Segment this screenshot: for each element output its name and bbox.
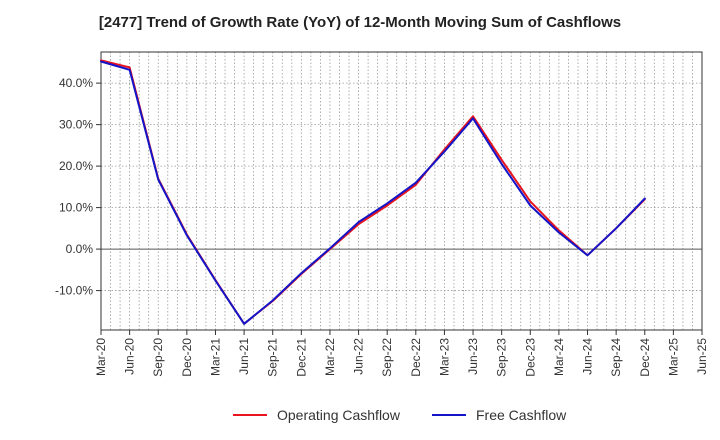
legend-label-free-cashflow: Free Cashflow: [476, 407, 567, 423]
y-tick-label: 40.0%: [59, 76, 93, 90]
plot-frame: [100, 51, 703, 331]
chart-title: [2477] Trend of Growth Rate (YoY) of 12-…: [98, 14, 622, 31]
legend-item-free-cashflow: Free Cashflow: [432, 404, 566, 426]
x-tick-label: Jun-24: [581, 338, 595, 375]
x-tick-label: Mar-20: [94, 338, 108, 376]
x-axis-ticks: Mar-20 Jun-20 Sep-20 Dec-20 Mar-21 Jun-21 Sep-…: [94, 330, 709, 377]
plot-frame-layer: [100, 51, 703, 331]
legend-item-operating-cashflow: Operating Cashflow: [233, 404, 400, 426]
x-tick-label: Sep-21: [266, 338, 280, 377]
x-tick-label: Mar-24: [552, 338, 566, 376]
x-tick-label: Dec-24: [638, 338, 652, 377]
legend-swatch-operating-cashflow: [233, 414, 267, 416]
x-tick-label: Mar-22: [323, 338, 337, 376]
x-tick-label: Mar-23: [437, 338, 451, 376]
x-tick-label: Jun-20: [123, 338, 137, 375]
grid-layer: [101, 52, 702, 330]
y-tick-label: -10.0%: [55, 284, 93, 298]
x-tick-label: Sep-23: [495, 338, 509, 377]
x-tick-label: Jun-23: [466, 338, 480, 375]
legend: Operating Cashflow Free Cashflow: [0, 404, 720, 426]
series-line-operating-cashflow: [100, 59, 646, 325]
x-tick-label: Sep-22: [380, 338, 394, 377]
x-tick-label: Jun-21: [237, 338, 251, 375]
series-layer: [100, 59, 646, 325]
y-tick-label: 20.0%: [59, 159, 93, 173]
x-tick-label: Jun-22: [352, 338, 366, 375]
y-axis-ticks: -10.0% 0.0% 10.0% 20.0% 30.0% 40.0%: [55, 76, 101, 298]
x-tick-label: Mar-25: [666, 338, 680, 376]
y-tick-label: 10.0%: [59, 201, 93, 215]
x-tick-label: Jun-25: [695, 338, 709, 375]
x-tick-label: Dec-22: [409, 338, 423, 377]
x-tick-label: Dec-23: [523, 338, 537, 377]
x-tick-label: Dec-20: [180, 338, 194, 377]
legend-swatch-free-cashflow: [432, 414, 466, 416]
x-tick-label: Mar-21: [208, 338, 222, 376]
x-tick-label: Dec-21: [294, 338, 308, 377]
x-tick-label: Sep-24: [609, 338, 623, 377]
y-tick-label: 0.0%: [66, 242, 94, 256]
series-line-free-cashflow: [100, 60, 646, 325]
x-tick-label: Sep-20: [151, 338, 165, 377]
y-tick-label: 30.0%: [59, 118, 93, 132]
legend-label-operating-cashflow: Operating Cashflow: [277, 407, 400, 423]
